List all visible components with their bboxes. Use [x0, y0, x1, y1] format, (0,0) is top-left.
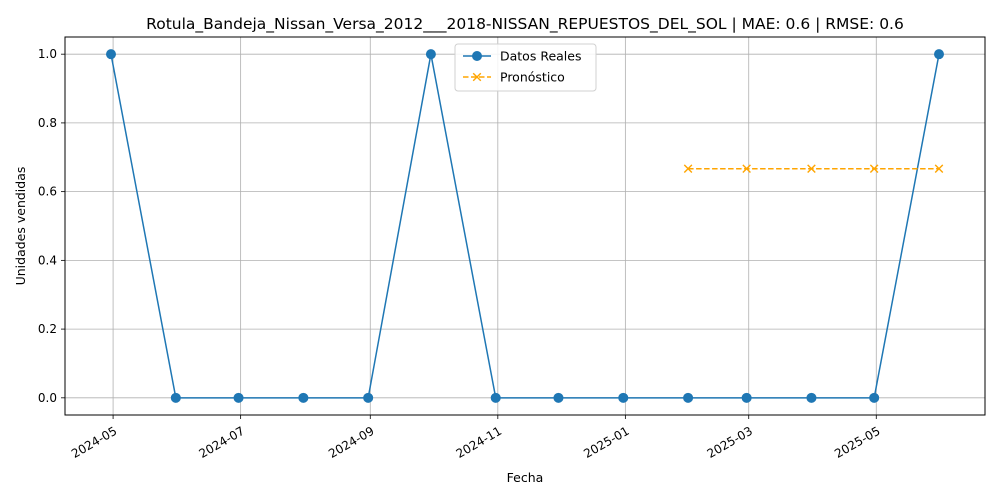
y-axis-label: Unidades vendidas [13, 167, 28, 286]
plot-frame [64, 36, 986, 416]
data-point-actual [170, 392, 181, 403]
marker-x-stroke [807, 164, 816, 174]
legend-label-actual: Datos Reales [500, 49, 581, 64]
data-point-actual [934, 49, 944, 60]
marker-x-stroke [934, 164, 944, 174]
data-point-forecast [934, 164, 944, 174]
data-point-actual [490, 392, 501, 403]
legend-label-forecast: Pronóstico [500, 70, 565, 85]
series-actual [106, 49, 944, 403]
y-axis: 0.0 0.2 0.4 0.6 0.8 1.0 [38, 47, 65, 405]
legend: Datos Reales Pronóstico [454, 43, 597, 92]
legend-marker-actual [472, 51, 482, 61]
y-tick-label: 0.0 [38, 391, 57, 405]
data-point-actual [363, 392, 374, 403]
data-point-forecast [869, 164, 879, 174]
series-forecast [683, 164, 944, 174]
y-tick-label: 0.8 [38, 116, 57, 130]
y-tick-label: 0.6 [38, 185, 57, 199]
data-point-forecast [807, 164, 816, 174]
y-tick-label: 0.4 [38, 253, 57, 267]
data-point-actual [806, 392, 817, 403]
y-tick-label: 1.0 [38, 47, 57, 61]
data-point-forecast [683, 164, 693, 174]
data-point-actual [233, 392, 244, 403]
marker-x-stroke [869, 164, 879, 174]
legend-entry-forecast: Pronóstico [463, 70, 565, 85]
data-point-actual [298, 392, 309, 403]
data-point-actual [425, 49, 436, 60]
series-layer [106, 49, 944, 403]
chart-title: Rotula_Bandeja_Nissan_Versa_2012___2018-… [146, 15, 904, 34]
data-point-actual [741, 392, 752, 403]
data-point-actual [618, 392, 629, 403]
data-point-actual [869, 392, 880, 403]
marker-x-stroke [683, 164, 693, 174]
y-tick-label: 0.2 [38, 322, 57, 336]
data-point-forecast [742, 164, 751, 174]
marker-x-stroke [742, 164, 751, 174]
data-point-actual [553, 392, 564, 403]
x-axis-label: Fecha [507, 470, 544, 485]
series-line-actual [110, 54, 940, 399]
data-point-actual [683, 392, 694, 403]
legend-entry-actual: Datos Reales [463, 49, 581, 64]
legend-marker-forecast [472, 72, 482, 82]
data-point-actual [106, 49, 116, 60]
marker-x-stroke [472, 72, 482, 82]
